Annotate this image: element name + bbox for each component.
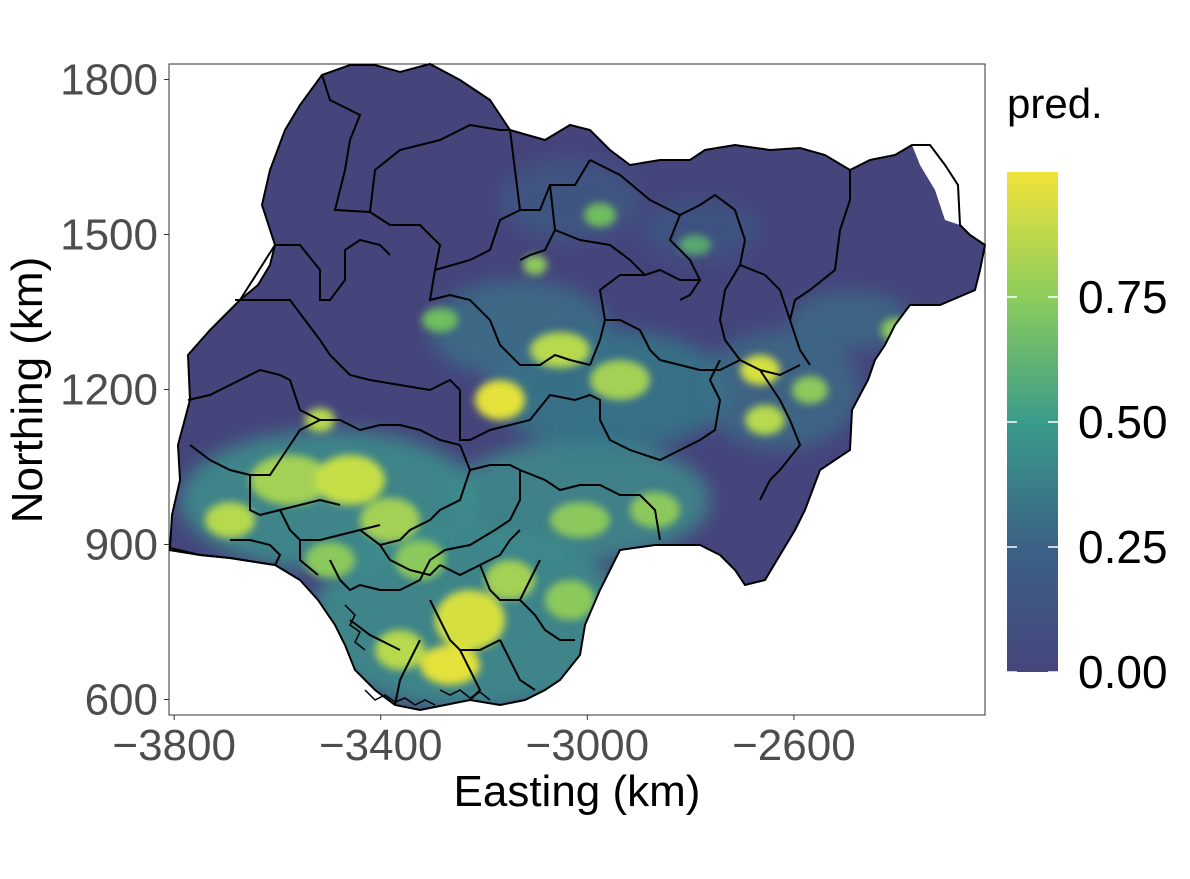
x-axis-title: Easting (km)	[454, 767, 701, 816]
legend-title: pred.	[1007, 80, 1103, 127]
legend-tick-label: 0.50	[1078, 396, 1168, 448]
y-tick-label: 1500	[60, 211, 158, 260]
x-tick-label: −3400	[319, 721, 443, 770]
legend-tick-label: 0.00	[1078, 646, 1168, 698]
y-tick-label: 1800	[60, 56, 158, 105]
legend: pred. 0.00 0.25 0.50 0.75	[1007, 80, 1168, 698]
x-tick-label: −3000	[526, 721, 650, 770]
coastline	[168, 549, 276, 566]
y-axis-title: Northing (km)	[3, 257, 52, 524]
y-tick-label: 600	[85, 676, 158, 725]
y-axis: 600 900 1200 1500 1800	[60, 56, 169, 725]
delta-creeks	[344, 604, 491, 706]
y-tick-label: 1200	[60, 366, 158, 415]
x-axis: −3800 −3400 −3000 −2600	[112, 715, 856, 770]
country-outline	[168, 62, 987, 712]
x-tick-label: −2600	[732, 721, 856, 770]
legend-tick-label: 0.75	[1078, 271, 1168, 323]
legend-tick-label: 0.25	[1078, 521, 1168, 573]
y-tick-label: 900	[85, 521, 158, 570]
x-tick-label: −3800	[112, 721, 236, 770]
state-boundaries	[187, 74, 851, 706]
